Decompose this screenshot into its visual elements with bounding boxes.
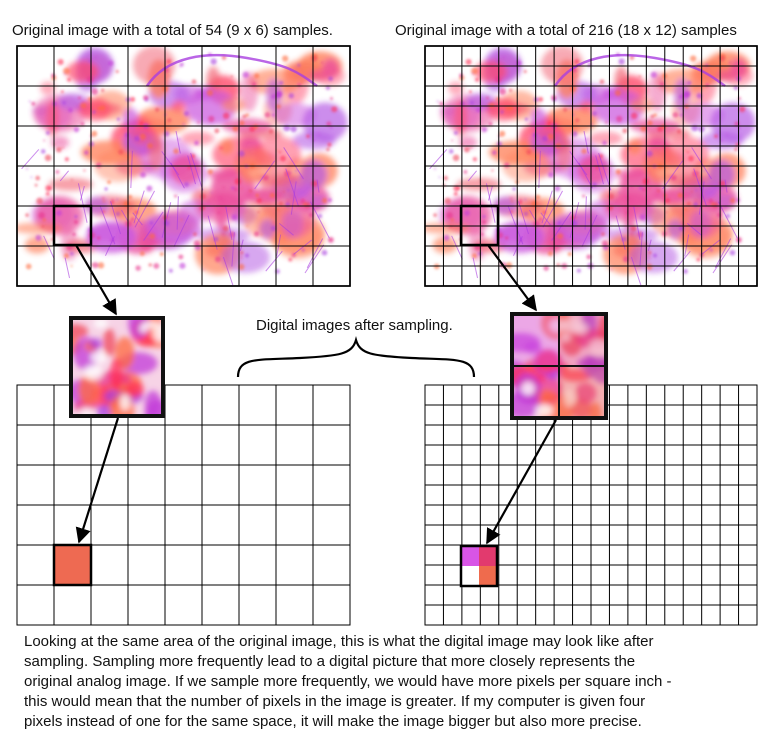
digital-grid-right [424, 384, 758, 626]
zoomed-samples-right [510, 312, 608, 420]
sampled-pixels-right [459, 544, 499, 588]
zoomed-sample-left [69, 316, 165, 418]
explanation-caption: Looking at the same area of the original… [24, 632, 754, 732]
arrow-right-lower [486, 419, 557, 545]
arrow-left-upper [75, 244, 117, 316]
sampled-pixel-right-1 [461, 546, 479, 566]
caption-line: Looking at the same area of the original… [24, 633, 654, 650]
sampled-pixel-left [52, 543, 93, 587]
sample-highlight-left [52, 204, 93, 247]
caption-line: this would mean that the number of pixel… [24, 693, 646, 710]
original-image-right [424, 45, 758, 287]
sampled-pixel-right-4 [479, 566, 497, 586]
caption-line: original analog image. If we sample more… [24, 673, 672, 690]
caption-line: pixels instead of one for the same space… [24, 713, 642, 730]
arrow-right-upper [487, 244, 537, 312]
sampled-pixel-right-2 [479, 546, 497, 566]
right-original-title: Original image with a total of 216 (18 x… [395, 22, 737, 39]
sampled-pixel-right-3 [461, 566, 479, 586]
arrow-left-lower [75, 417, 120, 544]
caption-line: sampling. Sampling more frequently lead … [24, 653, 636, 670]
digital-grid-left [16, 384, 351, 626]
left-original-title: Original image with a total of 54 (9 x 6… [12, 22, 333, 39]
original-image-left [16, 45, 351, 287]
digital-images-label: Digital images after sampling. [256, 317, 453, 334]
sample-grid-right [424, 45, 758, 287]
curly-brace [236, 336, 476, 378]
sample-highlight-right [459, 204, 500, 247]
